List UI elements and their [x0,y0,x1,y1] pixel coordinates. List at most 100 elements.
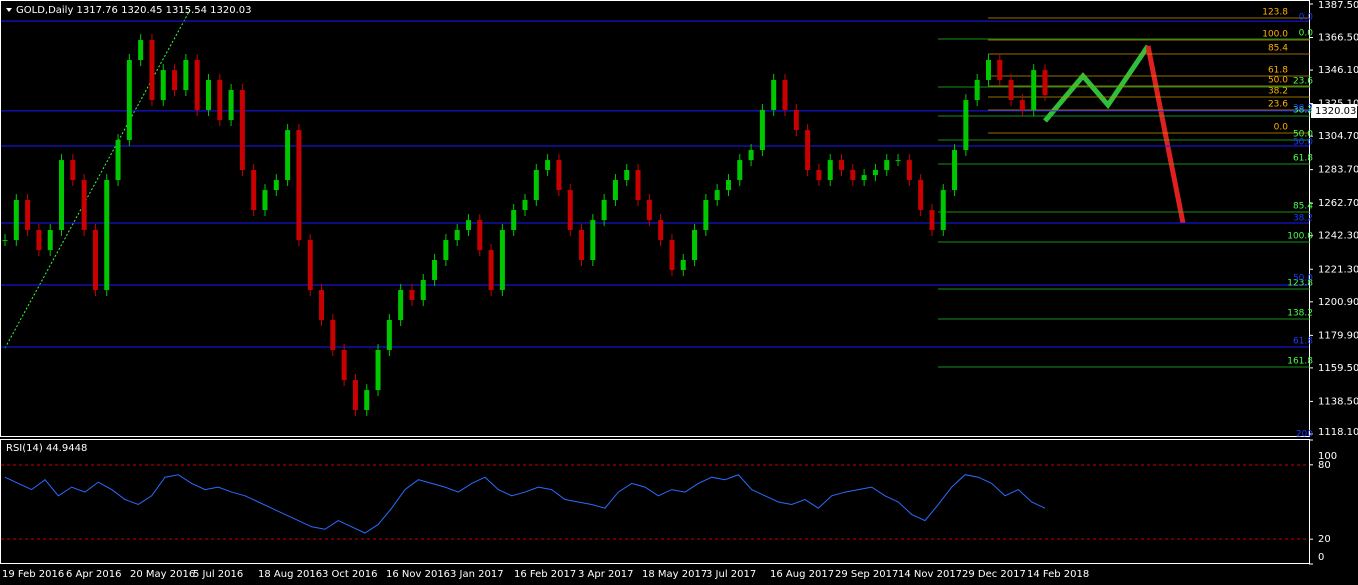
candle-body [126,60,132,140]
candle-body [635,169,641,200]
candle-body [149,40,155,101]
x-tick-label: 3 Apr 2017 [578,569,633,580]
candle-body [160,70,166,101]
rsi-tick-label: 20 [1318,534,1331,545]
candle-body [952,150,958,191]
candle-body [2,240,8,242]
candle-body [172,70,178,91]
candle-body [793,109,799,131]
y-tick-label: 1138.50 [1318,396,1358,407]
y-tick-label: 1387.50 [1318,0,1358,11]
candle-body [748,150,754,161]
candle-body [601,199,607,221]
fib-label: 123.8 [1287,279,1313,289]
fib-label: 61.8 [1268,66,1288,76]
fib-label: 50.0 [1293,274,1313,284]
y-tick-label: 1221.30 [1318,264,1358,275]
candle-body [1031,70,1037,110]
candle-body [940,190,946,230]
candle-body [918,180,924,211]
candle-body [522,199,528,211]
x-tick-label: 16 Nov 2016 [386,569,450,580]
candle-body [115,139,121,181]
candle-body [47,229,53,251]
candle-body [771,79,777,110]
candle-body [906,160,912,181]
candle-body [805,130,811,170]
candle-body [341,350,347,381]
candle-body [861,175,867,181]
candle-body [692,229,698,260]
candle-body [533,169,539,200]
fib-label: 200 [1296,430,1313,440]
candle-body [669,240,675,271]
y-tick-label: 1179.90 [1318,330,1358,341]
candle-body [251,169,257,211]
x-tick-label: 14 Nov 2017 [898,569,962,580]
candle-body [850,169,856,181]
candle-body [895,160,901,162]
candle-body [1042,70,1048,95]
fib-label: 23.6 [1293,77,1313,87]
fib-label: 123.8 [1262,8,1288,18]
candle-body [997,60,1003,80]
fib-label: 161.8 [1287,357,1313,367]
candle-body [319,290,325,321]
projection-up [1043,44,1151,123]
fib-label: 100.0 [1287,232,1313,242]
candle-body [262,190,268,211]
candle-body [81,180,87,230]
trend-line [4,9,191,349]
candle-body [612,180,618,200]
candle-body [92,229,98,291]
candle-body [454,229,460,241]
fib-label: 38.2 [1293,104,1313,114]
candle-body [759,109,765,151]
y-tick-label: 1283.70 [1318,165,1358,176]
candle-body [13,199,19,241]
candle-body [974,79,980,101]
candle-body [375,350,381,391]
candle-body [816,169,822,181]
candle-body [364,390,370,411]
y-tick-label: 1325.10 [1318,99,1358,110]
candle-body [228,90,234,121]
candle-body [205,79,211,110]
candle-body [827,160,833,181]
candle-body [432,259,438,280]
candle-body [884,160,890,170]
candle-body [398,290,404,321]
candle-body [104,180,110,291]
main-pane [0,0,1310,437]
rsi-pane [0,439,1310,564]
candle-body [680,259,686,271]
y-tick-label: 1366.50 [1318,33,1358,44]
y-tick-label: 1242.30 [1318,231,1358,242]
candle-body [194,60,200,110]
fib-label: 50.0 [1268,76,1288,86]
x-tick-label: 14 Feb 2018 [1027,569,1089,580]
fib-label: 61.8 [1293,154,1313,164]
rsi-header: RSI(14) 44.9448 [6,443,87,454]
fib-label: 50.0 [1293,130,1313,140]
x-tick-label: 3 Jul 2017 [706,569,756,580]
candle-body [703,199,709,230]
candle-body [138,40,144,61]
candle-body [36,229,42,251]
candle-body [488,250,494,291]
candle-body [25,199,31,230]
candle-body [59,160,65,230]
rsi-tick-label: 100 [1318,451,1337,462]
x-tick-label: 18 May 2017 [642,569,707,580]
y-tick-label: 1346.10 [1318,65,1358,76]
candle-body [296,130,302,241]
menu-arrow[interactable] [6,8,12,12]
current-price: 1320.03 [1315,106,1356,117]
candle-body [646,199,652,221]
x-tick-label: 3 Jan 2017 [450,569,504,580]
candle-body [963,100,969,151]
fib-label: 61.8 [1293,337,1313,347]
rsi-line [4,474,1046,534]
candle-body [556,160,562,191]
